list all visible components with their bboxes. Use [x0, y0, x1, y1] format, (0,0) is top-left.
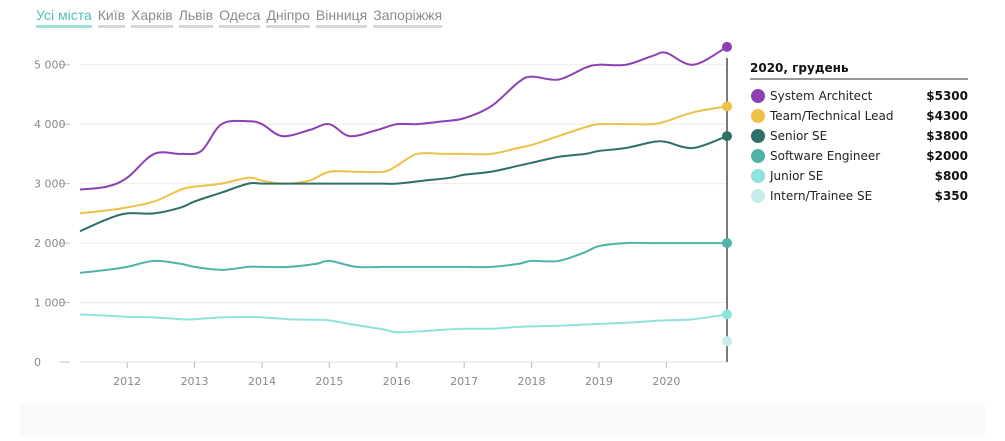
- legend-swatch-0: [751, 89, 765, 103]
- legend-swatch-3: [751, 149, 765, 163]
- series-line-2: [79, 135, 728, 233]
- legend-label-4: Junior SE: [769, 169, 823, 183]
- series-line-0: [79, 46, 728, 191]
- x-tick-label: 2014: [248, 375, 276, 388]
- y-tick-label: 4 000: [34, 118, 66, 131]
- series-endpoint-0: [722, 41, 732, 52]
- x-tick-label: 2016: [383, 375, 411, 388]
- x-tick-label: 2015: [315, 375, 343, 388]
- series-endpoint-1: [722, 101, 732, 112]
- y-tick-label: 3 000: [34, 178, 66, 191]
- legend-label-2: Senior SE: [770, 129, 827, 143]
- legend-value-2: $3800: [926, 129, 968, 143]
- legend-title: 2020, грудень: [750, 61, 849, 75]
- city-tabs: Усі міста Київ Харків Львів Одеса Дніпро Вінни…: [36, 6, 443, 28]
- x-tick-label: 2017: [450, 375, 478, 388]
- legend-value-5: $350: [935, 189, 968, 203]
- legend-swatch-2: [751, 129, 765, 143]
- x-tick-label: 2019: [585, 375, 613, 388]
- x-tick-label: 2020: [652, 375, 680, 388]
- y-tick-label: 5 000: [34, 59, 66, 72]
- legend-label-5: Intern/Trainee SE: [770, 189, 872, 203]
- series-line-3: [79, 241, 727, 274]
- tab-city-1[interactable]: Київ: [97, 6, 126, 28]
- legend-label-0: System Architect: [770, 89, 873, 103]
- series-line-4: [79, 313, 728, 334]
- legend-value-1: $4300: [926, 109, 968, 123]
- legend-value-4: $800: [935, 169, 968, 183]
- series-endpoint-5: [722, 336, 732, 347]
- tab-city-4[interactable]: Одеса: [219, 6, 261, 28]
- legend-swatch-1: [751, 109, 765, 123]
- tab-city-5[interactable]: Дніпро: [266, 6, 310, 28]
- tab-city-6[interactable]: Вінниця: [315, 6, 368, 28]
- legend-value-0: $5300: [926, 89, 968, 103]
- legend-label-1: Team/Technical Lead: [769, 109, 894, 123]
- legend-label-3: Software Engineer: [770, 149, 880, 163]
- x-tick-label: 2013: [181, 375, 209, 388]
- bottom-band: [20, 404, 985, 437]
- series-line-1: [79, 105, 728, 215]
- series-endpoint-3: [722, 238, 732, 249]
- tab-city-0[interactable]: Усі міста: [36, 6, 92, 28]
- tab-city-3[interactable]: Львів: [178, 6, 214, 28]
- legend-swatch-5: [751, 189, 765, 203]
- y-tick-label: 1 000: [34, 297, 66, 310]
- legend-swatch-4: [751, 169, 765, 183]
- x-tick-label: 2012: [113, 375, 141, 388]
- legend-value-3: $2000: [926, 149, 968, 163]
- y-tick-label: 0: [34, 356, 41, 369]
- series-endpoint-4: [722, 309, 732, 320]
- tab-city-7[interactable]: Запоріжжя: [373, 6, 443, 28]
- y-tick-label: 2 000: [34, 237, 66, 250]
- x-tick-label: 2018: [518, 375, 546, 388]
- series-endpoint-2: [722, 131, 732, 142]
- tab-city-2[interactable]: Харків: [131, 6, 173, 28]
